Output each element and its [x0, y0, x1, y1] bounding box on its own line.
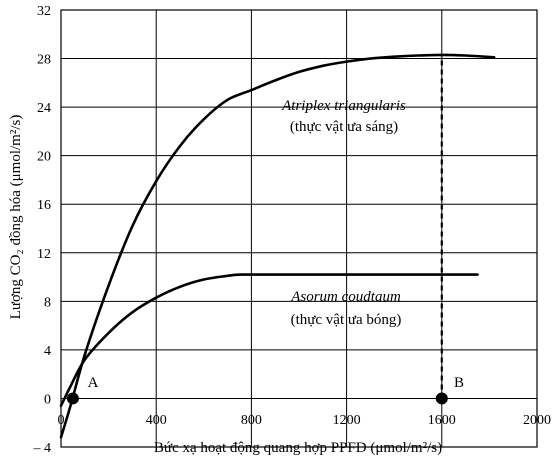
- x-tick-label: 800: [241, 413, 262, 428]
- series-layer: [59, 53, 496, 439]
- plot-frame: [60, 9, 538, 448]
- series-1-subtitle: (thực vật ưa sáng): [290, 119, 398, 135]
- y-tick-label: 28: [37, 53, 51, 68]
- marker-layer: [66, 54, 448, 405]
- series-2-name: Asorum coudtaum: [290, 289, 401, 305]
- x-tick-label: 400: [146, 413, 167, 428]
- y-tick-label: 4: [44, 344, 51, 359]
- point-b-marker: [435, 392, 448, 405]
- point-a-label: A: [88, 375, 99, 391]
- x-tick-label: 2000: [523, 413, 551, 428]
- y-tick-label: 32: [37, 4, 51, 19]
- series-2-line: [59, 273, 479, 407]
- series-1-line: [59, 53, 496, 439]
- grid: [60, 9, 538, 448]
- x-tick-label: 1200: [333, 413, 361, 428]
- y-tick-label: 20: [37, 150, 51, 165]
- series-1-name: Atriplex triangularis: [281, 98, 406, 114]
- y-tick-label: 16: [37, 198, 51, 213]
- x-tick-label: 1600: [428, 413, 456, 428]
- point-b-label: B: [454, 375, 464, 391]
- point-a-marker: [66, 392, 79, 405]
- y-tick-label: 0: [44, 392, 51, 407]
- y-tick-label: – 4: [33, 441, 52, 456]
- tick-labels: 0 400 800 1200 1600 2000 – 4 0 4 8 12 16 20 24 28 32: [33, 4, 552, 456]
- series-2-subtitle: (thực vật ưa bóng): [291, 312, 402, 328]
- x-axis-title: Bức xạ hoạt động quang hợp PPFD (μmol/m²…: [154, 440, 442, 456]
- x-tick-label: 0: [58, 413, 65, 428]
- y-tick-label: 12: [37, 247, 51, 262]
- y-axis-title: Lượng CO₂ đồng hóa (μmol/m²/s): [8, 115, 24, 320]
- y-tick-label: 24: [37, 101, 51, 116]
- y-tick-label: 8: [44, 295, 51, 310]
